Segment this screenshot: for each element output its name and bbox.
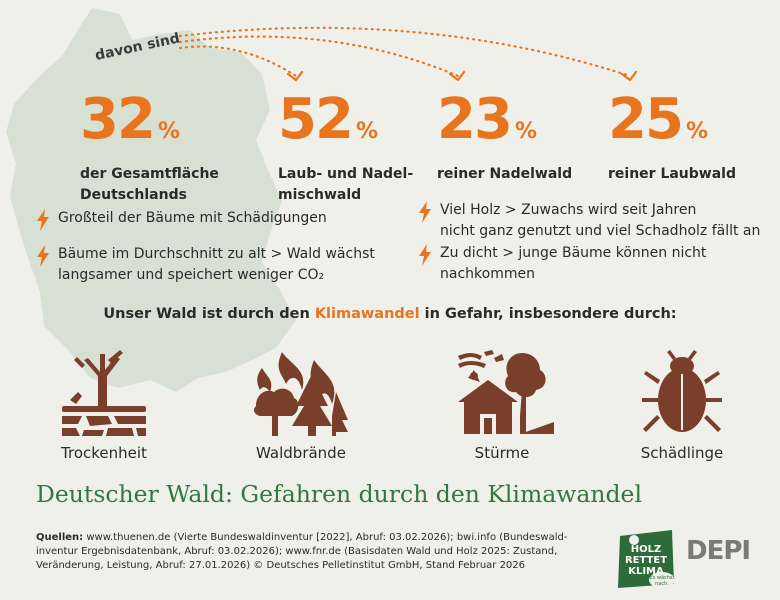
bullet-text: Großteil der Bäume mit Schädigungen — [58, 210, 327, 226]
beetle-icon — [642, 350, 722, 432]
stat-forest-share: 32% der Gesamtfläche Deutschlands — [80, 92, 219, 206]
lightning-icon — [37, 245, 49, 267]
depi-logo: DEPI — [686, 536, 751, 566]
sources-text: Quellen: www.thuenen.de (Vierte Bundeswa… — [36, 532, 568, 571]
page-title: Deutscher Wald: Gefahren durch den Klima… — [36, 480, 642, 508]
threats-headline: Unser Wald ist durch den Klimawandel in … — [103, 306, 677, 322]
holz-rettet-klima-logo: HOLZ RETTET KLIMA Es wächst nach. — [618, 530, 675, 588]
stat-label: reiner Nadelwald — [437, 166, 573, 182]
bullet-damage: Großteil der Bäume mit Schädigungen — [36, 208, 327, 231]
forest-fire-icon — [253, 352, 348, 436]
threat-label-drought: Trockenheit — [61, 444, 147, 462]
bullet-text: Bäume im Durchschnitt zu alt > Wald wäch… — [58, 246, 375, 283]
germany-map-silhouette — [6, 8, 296, 392]
lightning-icon — [419, 201, 431, 223]
threat-label-pests: Schädlinge — [640, 444, 724, 462]
stat-label: der Gesamtfläche Deutschlands — [80, 166, 219, 203]
bullet-text: Viel Holz > Zuwachs wird seit Jahren nich… — [440, 202, 761, 239]
stat-coniferous-forest: 23% reiner Nadelwald — [437, 92, 572, 185]
threat-label-fire: Waldbrände — [256, 444, 346, 462]
lightning-icon — [37, 209, 49, 231]
svg-text:nach.: nach. — [655, 581, 669, 587]
svg-text:RETTET: RETTET — [625, 555, 667, 566]
bullet-wood-growth: Viel Holz > Zuwachs wird seit Jahren nich… — [418, 200, 760, 242]
stat-value: 23% — [437, 87, 537, 152]
stat-deciduous-forest: 25% reiner Laubwald — [608, 92, 736, 185]
svg-text:Es wächst: Es wächst — [650, 575, 675, 581]
storm-house-icon — [458, 350, 554, 434]
threat-label-storm: Stürme — [474, 444, 530, 462]
stat-label: reiner Laubwald — [608, 166, 736, 182]
lightning-icon — [419, 244, 431, 266]
connector-arcs — [178, 26, 638, 82]
svg-text:HOLZ: HOLZ — [631, 544, 662, 555]
stat-value: 52% — [278, 87, 378, 152]
drought-tree-icon — [62, 350, 146, 436]
bullet-old-trees: Bäume im Durchschnitt zu alt > Wald wäch… — [36, 244, 375, 286]
stat-value: 32% — [80, 87, 180, 152]
bullet-too-dense: Zu dicht > junge Bäume können nicht nachk… — [418, 243, 706, 285]
svg-text:KLIMA: KLIMA — [628, 566, 664, 577]
stat-mixed-forest: 52% Laub- und Nadel-mischwald — [278, 92, 413, 206]
bullet-text: Zu dicht > junge Bäume können nicht nachk… — [440, 245, 707, 282]
stat-label: Laub- und Nadel-mischwald — [278, 166, 414, 203]
stat-value: 25% — [608, 87, 708, 152]
